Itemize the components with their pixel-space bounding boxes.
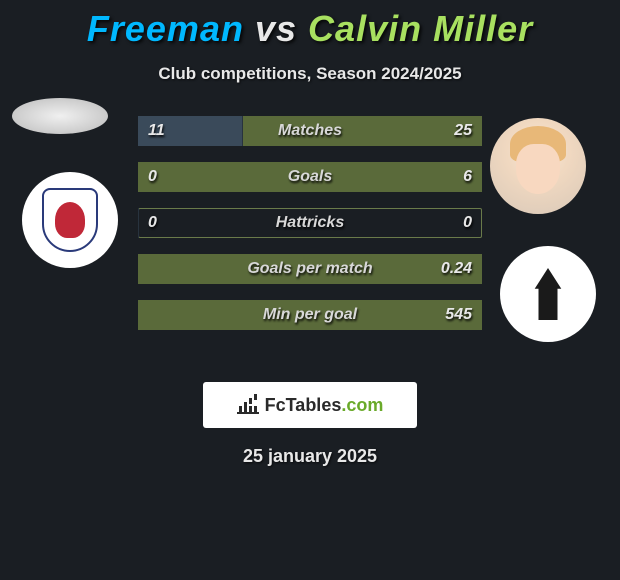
date-text: 25 january 2025 (0, 446, 620, 467)
stat-label: Goals per match (138, 254, 482, 284)
stat-right-value: 0.24 (441, 254, 472, 284)
stat-label: Min per goal (138, 300, 482, 330)
player1-avatar (12, 98, 108, 134)
stat-right-value: 6 (463, 162, 472, 192)
vs-text: vs (255, 8, 297, 49)
face-icon (490, 118, 586, 214)
shield-icon (42, 188, 98, 252)
player2-avatar (490, 118, 586, 214)
stat-right-value: 25 (454, 116, 472, 146)
stat-row: Goals per match0.24 (138, 254, 482, 284)
player2-club-crest (500, 246, 596, 342)
subtitle: Club competitions, Season 2024/2025 (0, 64, 620, 84)
stat-label: Goals (138, 162, 482, 192)
stat-bars: 11Matches250Goals60Hattricks0Goals per m… (138, 116, 482, 346)
player2-name: Calvin Miller (308, 8, 533, 49)
brand-text: FcTables.com (265, 395, 384, 416)
brand-badge: FcTables.com (203, 382, 417, 428)
comparison-content: 11Matches250Goals60Hattricks0Goals per m… (0, 116, 620, 376)
tower-icon (529, 268, 567, 320)
stat-label: Matches (138, 116, 482, 146)
comparison-title: Freeman vs Calvin Miller (0, 0, 620, 50)
stat-label: Hattricks (138, 208, 482, 238)
stat-right-value: 0 (463, 208, 472, 238)
stat-row: 0Goals6 (138, 162, 482, 192)
lion-icon (55, 202, 85, 238)
player1-club-crest (22, 172, 118, 268)
stat-row: Min per goal545 (138, 300, 482, 330)
stat-row: 11Matches25 (138, 116, 482, 146)
stat-row: 0Hattricks0 (138, 208, 482, 238)
chart-icon (237, 396, 259, 414)
player1-name: Freeman (87, 8, 244, 49)
stat-right-value: 545 (445, 300, 472, 330)
